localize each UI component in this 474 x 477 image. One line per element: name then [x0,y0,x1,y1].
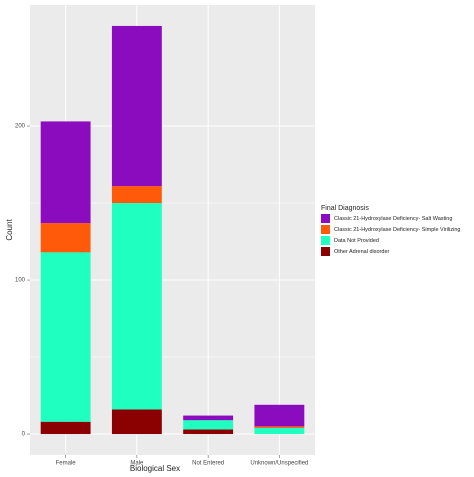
bar-segment [40,223,91,253]
bar-segment [111,203,162,410]
bar-segment [183,415,234,421]
y-tick-label: 100 [15,278,26,284]
x-tick-label: Not Entered [192,461,224,467]
legend-title: Final Diagnosis [321,205,369,212]
x-tick-label: Unknown/Unspecified [250,461,308,467]
legend-label: Classic 21-Hydroxylase Deficiency- Simpl… [334,227,460,233]
y-tick-label: 0 [22,432,26,438]
legend-swatch [321,225,330,234]
legend-swatch [321,236,330,245]
bar-segment [40,421,91,435]
x-tick-label: Female [56,461,77,467]
bar-segment [254,427,305,435]
bar-segment [254,404,305,427]
legend-swatch [321,247,330,256]
y-tick-label: 200 [15,124,26,130]
legend-swatch [321,214,330,223]
legend-label: Data Not Provided [334,238,379,244]
x-axis-label: Biological Sex [130,464,180,473]
bar-segment [111,186,162,204]
bars [40,25,305,435]
bar-segment [111,409,162,435]
x-tick-label: Male [130,461,144,467]
bar-segment [40,121,91,224]
legend-label: Classic 21-Hydroxylase Deficiency- Salt … [334,216,452,222]
legend-label: Other Adrenal disorder [334,249,390,255]
y-axis-label: Count [5,219,14,241]
bar-segment [183,429,234,435]
bar-segment [111,25,162,187]
bar-segment [183,420,234,430]
bar-segment [40,252,91,422]
bar-segment [254,426,305,428]
